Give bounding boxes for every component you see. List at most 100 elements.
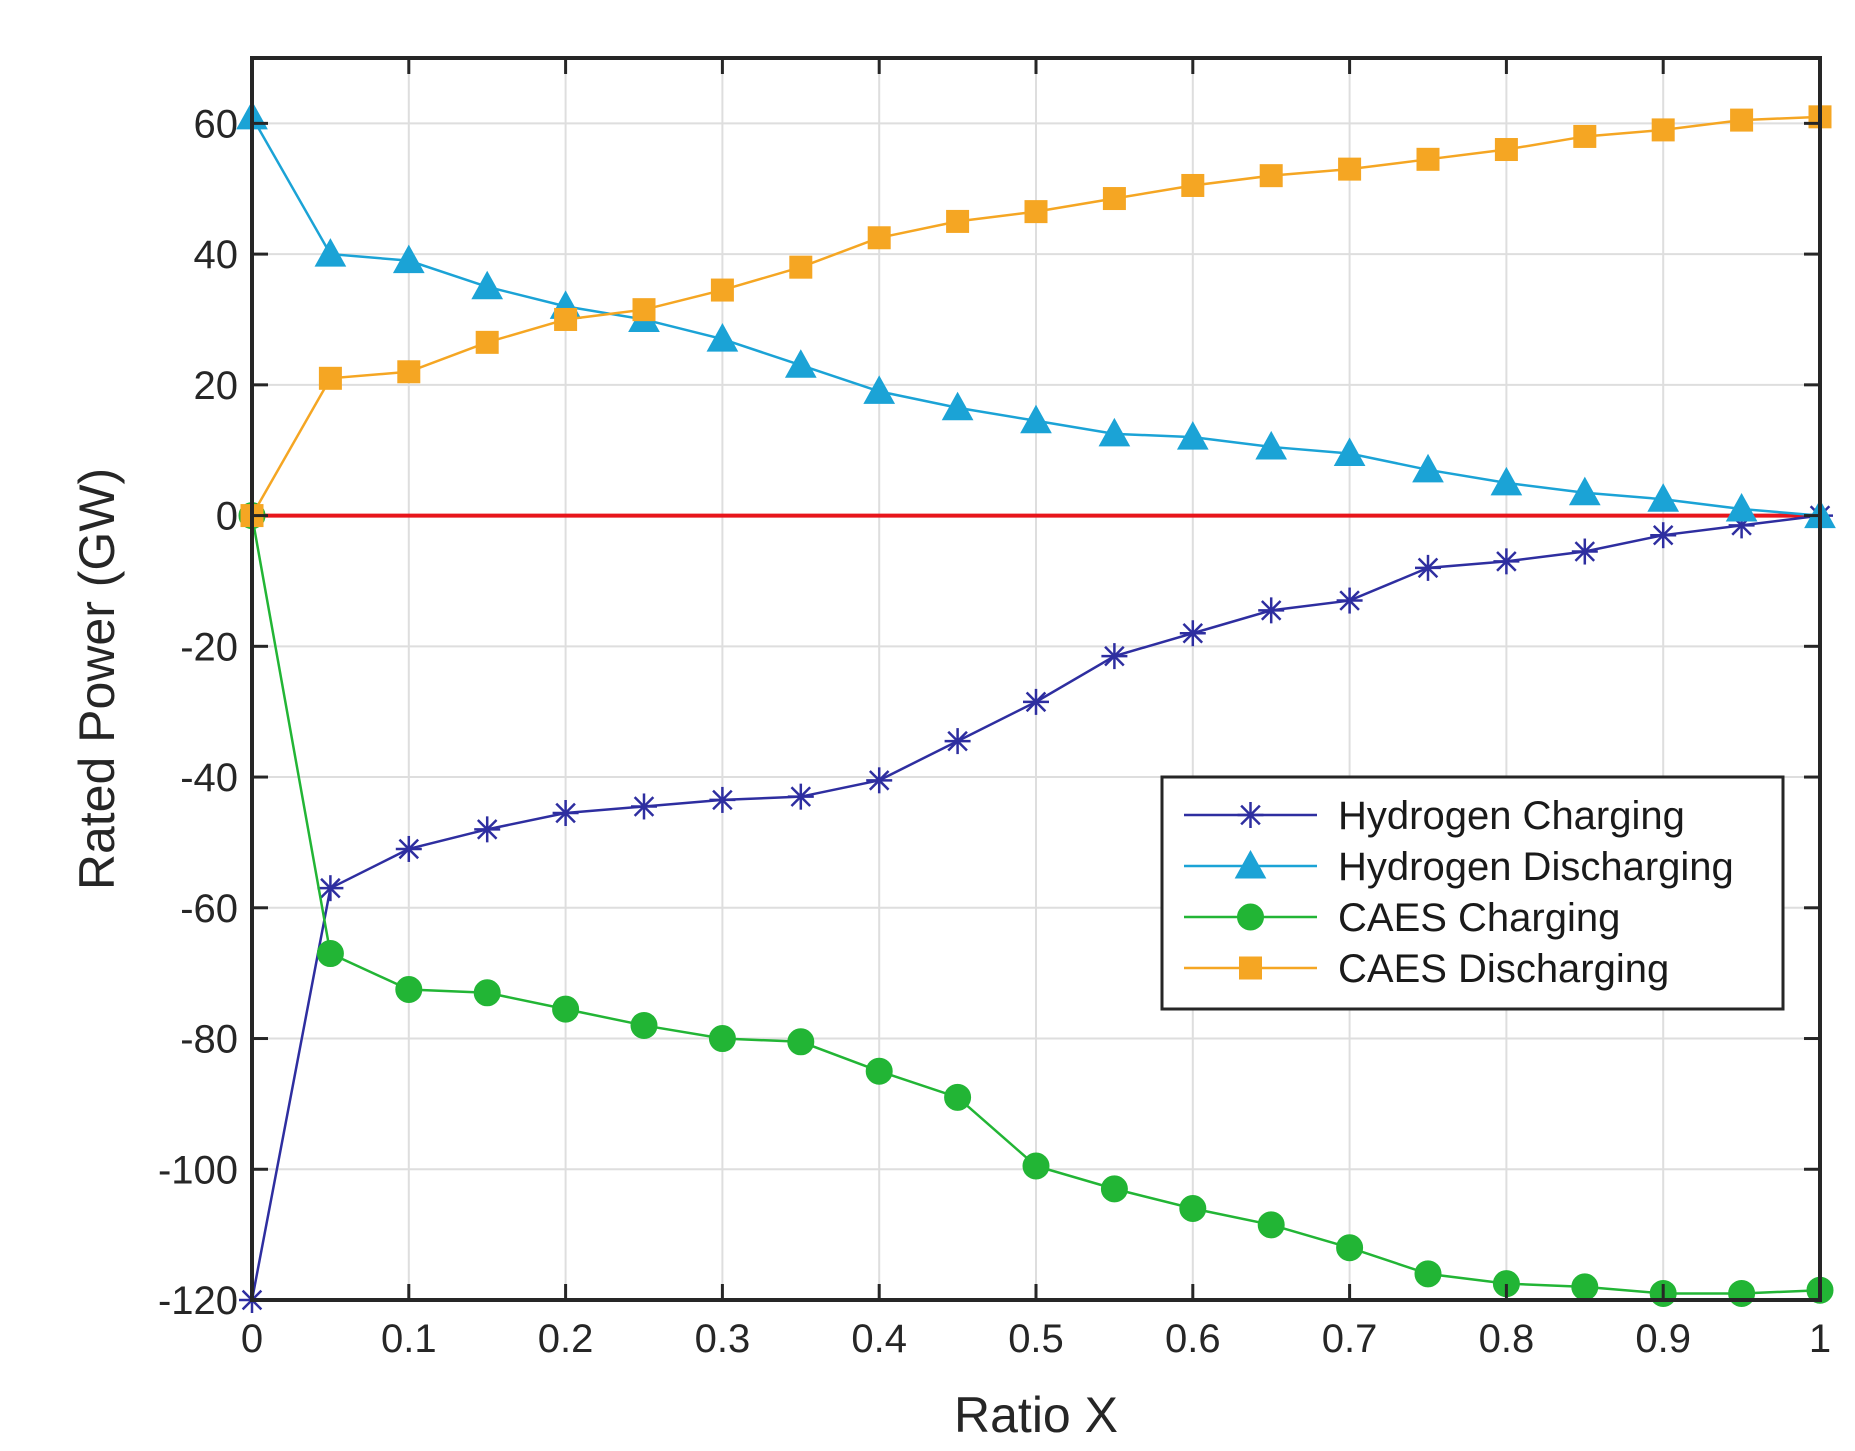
y-tick-label-2: -80 [180, 1018, 238, 1062]
data-point-caes-discharging-11 [1102, 187, 1126, 211]
data-point-hydrogen-charging-18 [1650, 522, 1677, 549]
y-tick-label-4: -40 [180, 756, 238, 800]
data-point-caes-discharging-4 [554, 307, 578, 331]
y-tick-label-5: -20 [180, 625, 238, 669]
data-point-caes-charging-9 [944, 1083, 972, 1111]
y-tick-label-1: -100 [158, 1148, 238, 1192]
data-point-hydrogen-charging-13 [1258, 597, 1285, 624]
data-point-hydrogen-charging-14 [1336, 587, 1363, 614]
data-point-caes-discharging-7 [789, 255, 813, 279]
data-point-caes-charging-6 [708, 1025, 736, 1053]
data-point-caes-charging-1 [316, 940, 344, 968]
data-point-hydrogen-discharging-19 [1725, 493, 1758, 522]
data-point-hydrogen-discharging-8 [863, 375, 896, 404]
y-tick-label-0: -120 [158, 1279, 238, 1323]
x-tick-label-5: 0.5 [1008, 1317, 1064, 1361]
x-tick-label-6: 0.6 [1165, 1317, 1221, 1361]
y-tick-label-7: 20 [194, 364, 239, 408]
data-point-hydrogen-charging-12 [1179, 620, 1206, 647]
data-point-caes-discharging-5 [632, 298, 656, 322]
x-tick-label-1: 0.1 [381, 1317, 437, 1361]
x-axis-title: Ratio X [954, 1387, 1118, 1443]
data-point-hydrogen-discharging-1 [314, 238, 347, 267]
data-point-caes-discharging-13 [1259, 164, 1283, 188]
data-point-caes-discharging-19 [1730, 108, 1754, 132]
data-point-hydrogen-charging-16 [1493, 548, 1520, 575]
data-point-caes-discharging-1 [318, 366, 342, 390]
data-point-caes-charging-17 [1571, 1273, 1599, 1301]
data-point-caes-charging-10 [1022, 1152, 1050, 1180]
data-point-caes-discharging-14 [1338, 157, 1362, 181]
data-point-hydrogen-charging-15 [1415, 554, 1441, 581]
data-point-hydrogen-charging-9 [944, 728, 971, 755]
legend-marker-caes-charging [1237, 903, 1264, 931]
series-caes-discharging [240, 105, 1832, 528]
data-point-hydrogen-charging-11 [1101, 643, 1128, 670]
x-tick-label-9: 0.9 [1635, 1317, 1691, 1361]
x-tick-label-7: 0.7 [1322, 1317, 1378, 1361]
data-point-hydrogen-discharging-10 [1020, 404, 1052, 434]
data-point-caes-charging-3 [473, 979, 501, 1007]
data-point-caes-charging-14 [1336, 1234, 1364, 1262]
data-point-caes-discharging-6 [710, 278, 734, 302]
legend-marker-hydrogen-charging [1237, 802, 1264, 828]
data-point-hydrogen-charging-10 [1023, 688, 1049, 715]
series-hydrogen-discharging [236, 100, 1836, 529]
data-point-caes-discharging-12 [1181, 173, 1205, 197]
data-point-hydrogen-charging-8 [866, 767, 893, 794]
legend-label-caes-charging: CAES Charging [1338, 896, 1620, 940]
data-point-hydrogen-charging-6 [709, 786, 736, 813]
data-point-hydrogen-charging-17 [1571, 538, 1598, 565]
data-point-hydrogen-discharging-17 [1568, 476, 1601, 506]
data-point-hydrogen-charging-5 [631, 793, 657, 820]
y-tick-label-8: 40 [194, 233, 239, 277]
data-point-hydrogen-charging-2 [395, 835, 422, 862]
data-point-hydrogen-discharging-16 [1490, 466, 1523, 496]
series-hydrogen-charging [239, 502, 1833, 1313]
data-point-hydrogen-discharging-2 [392, 244, 425, 274]
y-tick-label-3: -60 [180, 887, 238, 931]
data-point-caes-charging-15 [1414, 1260, 1442, 1288]
x-tick-label-3: 0.3 [695, 1317, 751, 1361]
data-point-caes-charging-4 [552, 995, 580, 1023]
data-point-caes-charging-12 [1179, 1194, 1207, 1222]
data-point-hydrogen-discharging-18 [1647, 483, 1680, 512]
x-tick-label-8: 0.8 [1479, 1317, 1535, 1361]
data-point-hydrogen-discharging-7 [784, 349, 817, 378]
y-tick-label-9: 60 [194, 102, 239, 146]
series-caes-charging [238, 502, 1834, 1307]
data-point-hydrogen-discharging-15 [1412, 453, 1444, 483]
x-tick-label-0: 0 [241, 1317, 263, 1361]
data-point-caes-discharging-3 [475, 330, 499, 354]
data-point-hydrogen-discharging-3 [471, 270, 504, 300]
data-point-hydrogen-discharging-6 [706, 323, 739, 352]
data-point-caes-discharging-16 [1494, 138, 1518, 162]
data-point-caes-charging-19 [1728, 1279, 1756, 1307]
data-point-caes-discharging-15 [1416, 147, 1440, 171]
legend-label-hydrogen-discharging: Hydrogen Discharging [1338, 845, 1734, 889]
data-point-hydrogen-discharging-9 [941, 391, 974, 421]
x-tick-label-2: 0.2 [538, 1317, 594, 1361]
series-layer [236, 100, 1836, 1313]
data-point-hydrogen-discharging-14 [1333, 437, 1366, 466]
legend: Hydrogen Charging Hydrogen Discharging CAE… [1160, 775, 1785, 1011]
x-tick-label-10: 1 [1809, 1317, 1831, 1361]
legend-label-hydrogen-charging: Hydrogen Charging [1338, 794, 1685, 838]
data-point-caes-charging-8 [865, 1057, 893, 1085]
data-point-caes-discharging-18 [1651, 118, 1675, 142]
x-axis-ticks: 0 0.1 0.2 0.3 0.4 0.5 0.6 0.7 0.8 0.9 1 [241, 58, 1831, 1361]
data-point-hydrogen-charging-4 [552, 800, 579, 827]
data-point-hydrogen-charging-1 [317, 875, 344, 902]
data-point-hydrogen-charging-3 [474, 816, 501, 843]
data-point-caes-discharging-17 [1573, 124, 1597, 148]
x-tick-label-4: 0.4 [851, 1317, 907, 1361]
legend-marker-hydrogen-discharging [1234, 849, 1267, 879]
data-point-caes-charging-7 [787, 1028, 815, 1056]
data-point-hydrogen-discharging-11 [1098, 417, 1131, 447]
data-point-caes-discharging-9 [946, 209, 970, 233]
data-point-caes-discharging-8 [867, 226, 891, 250]
data-point-caes-discharging-2 [397, 360, 421, 384]
data-point-caes-charging-13 [1257, 1211, 1285, 1239]
y-axis-ticks: -120 -100 -80 -60 -40 -20 0 20 40 60 [158, 102, 1820, 1323]
data-point-caes-charging-2 [395, 976, 423, 1003]
